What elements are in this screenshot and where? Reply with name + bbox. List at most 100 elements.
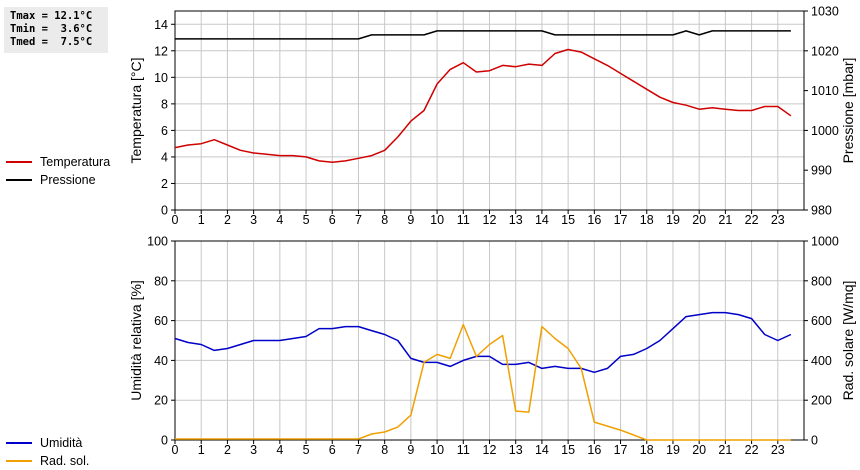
y-right-tick-label: 200 <box>811 394 832 408</box>
x-tick-label: 18 <box>640 213 654 227</box>
y-right-tick-label: 1000 <box>811 235 839 249</box>
x-tick-label: 7 <box>355 213 362 227</box>
legend-swatch-rad-sol <box>6 460 32 462</box>
x-tick-label: 7 <box>355 443 362 457</box>
x-tick-label: 20 <box>692 213 706 227</box>
y-left-axis-title: Umidità relativa [%] <box>128 280 144 401</box>
x-tick-label: 19 <box>666 443 680 457</box>
x-tick-label: 1 <box>198 443 205 457</box>
chart-panel-1: 0 1 2 3 4 5 6 7 8 9 10 11 12 13 14 15 16 17 18 19 20 21 22 2302… <box>128 235 856 458</box>
x-tick-label: 16 <box>587 443 601 457</box>
x-tick-label: 11 <box>457 213 470 227</box>
y-left-tick-label: 0 <box>161 434 168 448</box>
y-right-axis-title: Pressione [mbar] <box>840 58 856 164</box>
x-tick-label: 9 <box>407 213 414 227</box>
x-tick-label: 23 <box>771 213 785 227</box>
y-right-tick-label: 600 <box>811 314 832 328</box>
chart-panel-0: 0 1 2 3 4 5 6 7 8 9 10 11 12 13 14 15 16 17 18 19 20 21 22 2302… <box>128 5 856 228</box>
tmax-text: Tmax = 12.1°C <box>10 10 93 22</box>
x-tick-label: 12 <box>483 213 497 227</box>
legend-item-temperatura: Temperatura <box>6 153 110 171</box>
legend-top: Temperatura Pressione <box>6 153 110 189</box>
legend-swatch-temperatura <box>6 161 32 163</box>
x-tick-label: 11 <box>457 443 470 457</box>
legend-label-umidita: Umidità <box>40 436 83 450</box>
x-tick-label: 1 <box>198 213 205 227</box>
y-right-tick-label: 1010 <box>811 84 839 98</box>
plot-frame <box>174 240 805 441</box>
x-tick-label: 15 <box>561 213 575 227</box>
y-left-tick-label: 40 <box>154 354 168 368</box>
legend-item-umidita: Umidità <box>6 434 89 452</box>
y-right-tick-label: 990 <box>811 164 832 178</box>
legend-swatch-pressione <box>6 179 32 181</box>
pressione-line <box>175 30 791 40</box>
y-left-tick-label: 0 <box>161 204 168 218</box>
x-tick-label: 5 <box>303 443 310 457</box>
x-tick-label: 2 <box>224 213 231 227</box>
y-left-tick-label: 8 <box>161 97 168 111</box>
y-left-tick-label: 60 <box>154 314 168 328</box>
plot-frame <box>174 10 805 211</box>
x-tick-label: 22 <box>745 443 759 457</box>
rad-sol-line <box>175 323 791 441</box>
y-left-tick-label: 100 <box>147 235 168 249</box>
x-tick-label: 5 <box>303 213 310 227</box>
charts-canvas: 0 1 2 3 4 5 6 7 8 9 10 11 12 13 14 15 16 17 18 19 20 21 22 2302… <box>128 5 856 458</box>
y-left-tick-label: 10 <box>154 71 168 85</box>
y-left-axis-title: Temperatura [°C] <box>128 58 144 164</box>
tmin-text: Tmin = 3.6°C <box>10 23 93 35</box>
x-tick-label: 16 <box>587 213 601 227</box>
y-left-tick-label: 2 <box>161 177 168 191</box>
y-right-tick-label: 1000 <box>811 124 839 138</box>
y-left-tick-label: 20 <box>154 394 168 408</box>
y-left-tick-label: 14 <box>154 18 168 32</box>
y-right-axis-title: Rad. solare [W/mq] <box>840 281 856 401</box>
x-tick-label: 3 <box>250 443 257 457</box>
x-tick-label: 17 <box>614 213 628 227</box>
y-right-tick-label: 1030 <box>811 5 839 19</box>
x-tick-label: 6 <box>329 443 336 457</box>
y-left-tick-label: 12 <box>154 44 168 58</box>
x-tick-label: 15 <box>561 443 575 457</box>
y-right-tick-label: 1020 <box>811 44 839 58</box>
x-tick-label: 21 <box>718 213 732 227</box>
legend-item-pressione: Pressione <box>6 171 110 189</box>
y-left-tick-label: 6 <box>161 124 168 138</box>
y-right-tick-label: 980 <box>811 204 832 218</box>
x-tick-label: 4 <box>276 213 283 227</box>
legend-label-pressione: Pressione <box>40 173 96 187</box>
x-tick-label: 13 <box>509 443 523 457</box>
x-tick-label: 4 <box>276 443 283 457</box>
x-tick-label: 6 <box>329 213 336 227</box>
x-tick-label: 13 <box>509 213 523 227</box>
x-tick-label: 14 <box>535 443 549 457</box>
y-left-tick-label: 80 <box>154 274 168 288</box>
x-tick-label: 8 <box>381 213 388 227</box>
x-tick-label: 20 <box>692 443 706 457</box>
x-tick-label: 14 <box>535 213 549 227</box>
x-tick-label: 8 <box>381 443 388 457</box>
x-tick-label: 2 <box>224 443 231 457</box>
y-right-tick-label: 800 <box>811 274 832 288</box>
stats-box: Tmax = 12.1°C Tmin = 3.6°C Tmed = 7.5°C <box>4 7 108 53</box>
x-tick-label: 23 <box>771 443 785 457</box>
y-left-tick-label: 4 <box>161 150 168 164</box>
y-right-tick-label: 0 <box>811 434 818 448</box>
legend-swatch-umidita <box>6 442 32 444</box>
x-tick-label: 10 <box>430 443 444 457</box>
y-right-tick-label: 400 <box>811 354 832 368</box>
x-tick-label: 18 <box>640 443 654 457</box>
umidita-line <box>174 311 792 374</box>
x-tick-label: 10 <box>430 213 444 227</box>
tmed-text: Tmed = 7.5°C <box>10 36 93 48</box>
x-tick-label: 9 <box>407 443 414 457</box>
x-tick-label: 0 <box>172 213 179 227</box>
x-tick-label: 21 <box>718 443 732 457</box>
x-tick-label: 0 <box>172 443 179 457</box>
x-tick-label: 19 <box>666 213 680 227</box>
x-tick-label: 3 <box>250 213 257 227</box>
x-tick-label: 17 <box>614 443 628 457</box>
temperatura-line <box>174 48 792 163</box>
legend-label-temperatura: Temperatura <box>40 155 111 169</box>
